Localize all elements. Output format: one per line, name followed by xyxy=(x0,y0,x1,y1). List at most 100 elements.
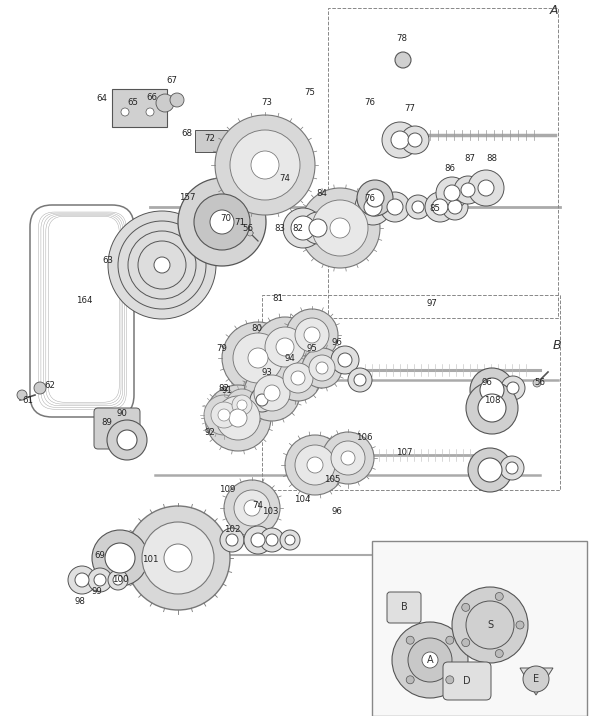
Circle shape xyxy=(216,396,260,440)
FancyBboxPatch shape xyxy=(443,662,491,700)
Circle shape xyxy=(495,649,503,657)
Circle shape xyxy=(237,400,247,410)
Circle shape xyxy=(480,378,504,402)
Circle shape xyxy=(283,363,313,393)
Circle shape xyxy=(92,530,148,586)
Circle shape xyxy=(142,522,214,594)
Text: A: A xyxy=(550,4,558,16)
Circle shape xyxy=(466,601,514,649)
Circle shape xyxy=(244,526,272,554)
Circle shape xyxy=(121,108,129,116)
Circle shape xyxy=(316,362,328,374)
Circle shape xyxy=(205,385,271,451)
Circle shape xyxy=(391,131,409,149)
Circle shape xyxy=(341,451,355,465)
Text: 104: 104 xyxy=(294,495,310,505)
Circle shape xyxy=(461,183,475,197)
Circle shape xyxy=(436,177,468,209)
Circle shape xyxy=(444,185,460,201)
Text: 66: 66 xyxy=(146,92,158,102)
Text: 105: 105 xyxy=(324,475,340,485)
Circle shape xyxy=(260,528,284,552)
Circle shape xyxy=(156,94,174,112)
Text: B: B xyxy=(401,602,407,612)
Circle shape xyxy=(462,639,470,647)
Circle shape xyxy=(146,108,154,116)
Text: 97: 97 xyxy=(427,299,437,307)
Circle shape xyxy=(275,355,321,401)
Circle shape xyxy=(250,388,274,412)
Text: 64: 64 xyxy=(97,94,107,102)
Text: 109: 109 xyxy=(219,485,235,495)
Circle shape xyxy=(466,382,518,434)
Text: 89: 89 xyxy=(101,417,113,427)
Text: 79: 79 xyxy=(217,344,227,352)
Circle shape xyxy=(507,382,519,394)
Circle shape xyxy=(382,122,418,158)
Circle shape xyxy=(164,544,192,572)
Circle shape xyxy=(516,621,524,629)
Text: 71: 71 xyxy=(234,218,245,226)
Text: 95: 95 xyxy=(307,344,317,352)
Text: 76: 76 xyxy=(365,97,375,107)
Text: 84: 84 xyxy=(316,188,327,198)
Circle shape xyxy=(495,592,503,601)
Circle shape xyxy=(291,371,305,385)
Circle shape xyxy=(75,573,89,587)
Text: B: B xyxy=(553,339,561,352)
Circle shape xyxy=(211,402,237,428)
Circle shape xyxy=(395,52,411,68)
Circle shape xyxy=(468,448,512,492)
Circle shape xyxy=(280,530,300,550)
FancyBboxPatch shape xyxy=(112,89,167,127)
Circle shape xyxy=(34,382,46,394)
Text: 157: 157 xyxy=(179,193,195,201)
Circle shape xyxy=(222,322,294,394)
Text: E: E xyxy=(533,674,539,684)
Circle shape xyxy=(408,133,422,147)
Circle shape xyxy=(108,211,216,319)
Text: 103: 103 xyxy=(262,508,278,516)
Circle shape xyxy=(220,528,244,552)
Circle shape xyxy=(107,420,147,460)
Text: 85: 85 xyxy=(430,203,441,213)
Text: 108: 108 xyxy=(484,395,500,405)
Circle shape xyxy=(291,216,315,240)
Circle shape xyxy=(226,534,238,546)
Bar xyxy=(328,8,558,318)
Circle shape xyxy=(178,178,266,266)
Circle shape xyxy=(229,409,247,427)
Text: 62: 62 xyxy=(44,380,55,390)
Circle shape xyxy=(244,365,300,421)
Circle shape xyxy=(478,458,502,482)
Circle shape xyxy=(302,348,342,388)
FancyBboxPatch shape xyxy=(195,130,227,152)
Circle shape xyxy=(454,176,482,204)
Text: S: S xyxy=(487,620,493,630)
Circle shape xyxy=(425,192,455,222)
Circle shape xyxy=(480,615,500,635)
Circle shape xyxy=(331,441,365,475)
Circle shape xyxy=(242,222,248,228)
Circle shape xyxy=(432,199,448,215)
Circle shape xyxy=(218,409,230,421)
Circle shape xyxy=(234,490,270,526)
Circle shape xyxy=(422,652,438,668)
Circle shape xyxy=(478,180,494,196)
Circle shape xyxy=(285,535,295,545)
Circle shape xyxy=(255,317,315,377)
Circle shape xyxy=(355,189,391,225)
Circle shape xyxy=(470,368,514,412)
Circle shape xyxy=(17,390,27,400)
Circle shape xyxy=(442,194,468,220)
Circle shape xyxy=(392,622,468,698)
Circle shape xyxy=(446,637,454,644)
Text: 106: 106 xyxy=(356,432,372,442)
Circle shape xyxy=(338,353,352,367)
Text: 94: 94 xyxy=(284,354,296,362)
Circle shape xyxy=(224,480,280,536)
Text: 74: 74 xyxy=(253,500,264,510)
Circle shape xyxy=(247,230,253,236)
Text: 83: 83 xyxy=(274,223,286,233)
Text: 82: 82 xyxy=(293,223,303,233)
